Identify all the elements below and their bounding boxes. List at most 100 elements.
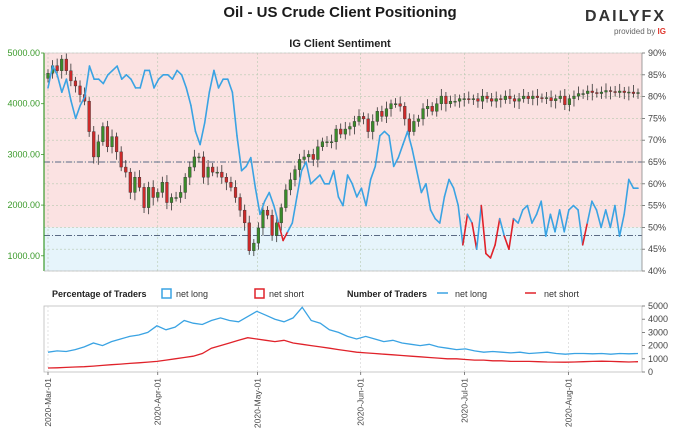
candle-body (288, 179, 292, 191)
candle-body (46, 73, 50, 79)
sentiment-segment (526, 204, 533, 224)
left-tick-label: 3000.00 (7, 149, 40, 159)
candle-body (105, 126, 110, 147)
candle-body (362, 116, 366, 120)
sentiment-segment (406, 130, 413, 150)
candle-body (572, 95, 576, 99)
sentiment-segment (245, 156, 252, 168)
candle-body (544, 97, 549, 99)
sentiment-segment (627, 178, 635, 189)
sentiment-segment (319, 174, 326, 185)
sentiment-segment (595, 209, 602, 229)
candle-body (512, 98, 517, 102)
candle-body (133, 177, 137, 193)
candle-body (243, 209, 247, 224)
candle-body (270, 215, 274, 236)
sentiment-segment (226, 78, 234, 94)
sentiment-segment (609, 204, 616, 229)
sentiment-segment (452, 187, 460, 207)
candle-body (174, 197, 178, 199)
sentiment-segment (397, 143, 404, 159)
sentiment-segment (263, 191, 271, 203)
candle-body (462, 98, 466, 100)
candle-body (357, 116, 361, 122)
candle-body (389, 103, 393, 109)
sentiment-segment (545, 213, 552, 237)
candle-body (115, 136, 119, 153)
candle-body (439, 95, 443, 104)
candle-body (467, 98, 471, 100)
sentiment-segment (471, 222, 478, 250)
sentiment-segment (351, 183, 358, 198)
right-tick-label: 90% (648, 48, 666, 58)
sentiment-segment (208, 69, 215, 94)
candle-body (206, 166, 210, 178)
right-tick-label: 70% (648, 135, 666, 145)
candle-body (302, 156, 306, 160)
sentiment-segment (157, 74, 165, 80)
candle-body (293, 169, 297, 180)
sentiment-segment (531, 213, 538, 224)
candle-body (311, 154, 315, 160)
candle-body (508, 95, 512, 99)
candle-body (384, 108, 389, 117)
candle-body (165, 182, 169, 203)
candle-body (448, 100, 453, 104)
sentiment-segment (273, 204, 280, 224)
right-tick-label: 85% (648, 70, 666, 80)
candle-body (60, 58, 64, 71)
sentiment-segment (466, 213, 473, 224)
sentiment-segment (268, 191, 275, 207)
candle-body (627, 91, 631, 94)
traders-plot-area (43, 305, 643, 373)
candle-body (220, 171, 224, 178)
sentiment-segment (577, 209, 584, 246)
right-tick-label: 75% (648, 113, 666, 123)
sentiment-segment (65, 78, 72, 102)
sentiment-segment (190, 104, 197, 133)
candle-body (531, 95, 535, 99)
sentiment-segment (438, 196, 446, 224)
sentiment-segment (139, 69, 146, 89)
traders-tick-label: 0 (648, 367, 653, 377)
sentiment-segment (475, 204, 483, 250)
date-tick-label: 2020-May-01 (252, 378, 262, 428)
sentiment-segment (56, 74, 63, 94)
candle-body (96, 141, 100, 158)
sentiment-segment (379, 130, 386, 137)
candle-body (147, 187, 151, 208)
right-tick-label: 55% (648, 201, 666, 211)
sentiment-segment (554, 209, 561, 233)
left-tick-label: 2000.00 (7, 200, 40, 210)
traders-panel: 0 1000 2000 3000 4000 5000 2020-Mar-01 2020-Apr… (43, 301, 668, 428)
candle-body (426, 106, 430, 109)
legend-num-long-label: net long (455, 289, 487, 299)
candle-body (320, 141, 324, 147)
sentiment-segment (213, 69, 220, 89)
sentiment-segment (70, 100, 77, 120)
candle-body (142, 187, 146, 208)
sentiment-segment (240, 165, 248, 172)
candle-body (329, 141, 334, 143)
candle-body (201, 156, 206, 178)
candle-body (590, 90, 594, 93)
legend: Percentage of Traders net long net short… (52, 288, 580, 299)
sentiment-segment (107, 69, 114, 76)
legend-num-title: Number of Traders (347, 289, 427, 299)
candle-body (279, 207, 283, 224)
candle-body (375, 111, 379, 122)
date-tick-label: 2020-Apr-01 (153, 378, 163, 426)
candle-body (586, 90, 590, 94)
sentiment-segment (130, 78, 137, 89)
candle-body (403, 106, 407, 120)
date-tick-label: 2020-Mar-01 (43, 378, 53, 427)
candle-body (535, 95, 539, 98)
candle-body (421, 108, 425, 120)
sentiment-segment (623, 178, 630, 216)
traders-tick-label: 3000 (648, 327, 668, 337)
candle-body (179, 192, 183, 198)
dailyfx-logo: DAILYFX provided by IG (585, 8, 666, 36)
candle-body (595, 92, 599, 94)
candle-body (458, 98, 462, 102)
candle-body (416, 118, 421, 122)
